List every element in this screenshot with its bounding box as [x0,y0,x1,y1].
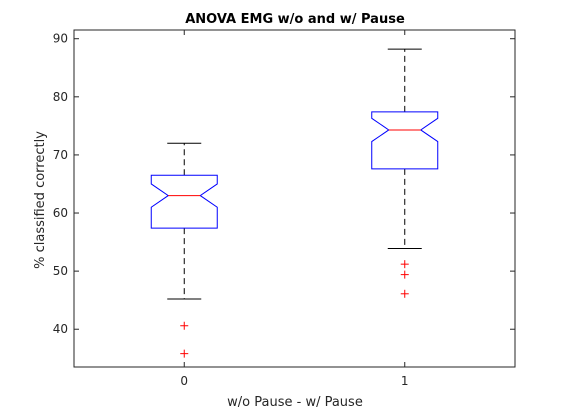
y-tick-label-40: 40 [53,322,68,336]
box-0 [150,174,218,229]
axes-frame [73,29,516,368]
y-axis-label: % classified correctly [33,131,48,269]
x-axis-label: w/o Pause - w/ Pause [227,395,363,410]
outlier-0-0 [180,321,189,330]
y-tick-label-80: 80 [53,90,68,104]
x-tick-label-0: 0 [180,374,188,388]
y-tick-label-70: 70 [53,148,68,162]
outlier-0-1 [180,349,189,358]
plot-area: 40 50 60 70 80 90 0 1 [53,29,516,388]
y-tick-label-90: 90 [53,32,68,46]
outlier-1-2 [400,289,409,298]
chart-title: ANOVA EMG w/o and w/ Pause [185,12,405,27]
box-1 [371,111,439,170]
x-tick-label-1: 1 [401,374,409,388]
y-tick-label-60: 60 [53,206,68,220]
outlier-1-0 [400,260,409,269]
outlier-1-1 [400,270,409,279]
y-tick-label-50: 50 [53,264,68,278]
